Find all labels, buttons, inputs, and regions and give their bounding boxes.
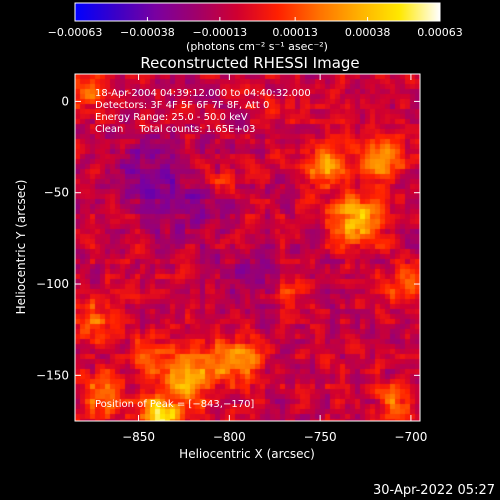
x-tick-label: −750 xyxy=(304,430,337,444)
colorbar-tick-label: 0.00038 xyxy=(345,26,391,39)
colorbar-gradient xyxy=(75,3,440,21)
annotation-energy-range: Energy Range: 25.0 - 50.0 keV xyxy=(95,112,248,123)
y-tick-label: −100 xyxy=(36,277,69,291)
colorbar-tick-label: −0.00063 xyxy=(48,26,103,39)
heatmap-image xyxy=(75,74,420,421)
x-axis-ticks: −850 −800 −750 −700 xyxy=(122,74,427,444)
y-tick-label: −150 xyxy=(36,368,69,382)
x-tick-label: −800 xyxy=(213,430,246,444)
x-axis-label: Heliocentric X (arcsec) xyxy=(179,447,315,461)
y-tick-label: 0 xyxy=(61,94,69,108)
x-tick-label: −850 xyxy=(122,430,155,444)
heatmap-canvas xyxy=(75,74,420,421)
colorbar-frame xyxy=(74,2,441,22)
colorbar-tick-label: −0.00038 xyxy=(120,26,175,39)
chart-title: Reconstructed RHESSI Image xyxy=(140,54,359,72)
annotation-time-range: 18-Apr-2004 04:39:12.000 to 04:40:32.000 xyxy=(95,88,311,99)
footer-timestamp: 30-Apr-2022 05:27 xyxy=(373,483,495,498)
colorbar: −0.00063 −0.00038 −0.00013 0.00013 0.00038 0.… xyxy=(48,2,463,53)
annotation-detectors: Detectors: 3F 4F 5F 6F 7F 8F, Att 0 xyxy=(95,100,269,111)
colorbar-tick-label: 0.00013 xyxy=(272,26,318,39)
plot-frame xyxy=(74,73,421,422)
annotation-clean-counts: Clean Total counts: 1.65E+03 xyxy=(95,124,255,135)
colorbar-unit-label: (photons cm⁻² s⁻¹ asec⁻²) xyxy=(186,40,328,53)
colorbar-tick-label: 0.00063 xyxy=(417,26,463,39)
peak-position-label: Position of Peak = [−843,−170] xyxy=(95,399,254,410)
colorbar-tick-label: −0.00013 xyxy=(192,26,247,39)
x-tick-label: −700 xyxy=(394,430,427,444)
y-tick-label: −50 xyxy=(44,186,69,200)
annotations: 18-Apr-2004 04:39:12.000 to 04:40:32.000… xyxy=(95,88,311,410)
y-axis-ticks: 0 −50 −100 −150 xyxy=(36,94,420,382)
colorbar-ticks: −0.00063 −0.00038 −0.00013 0.00013 0.00038 0.… xyxy=(48,17,463,39)
y-axis-label: Heliocentric Y (arcsec) xyxy=(14,180,28,315)
